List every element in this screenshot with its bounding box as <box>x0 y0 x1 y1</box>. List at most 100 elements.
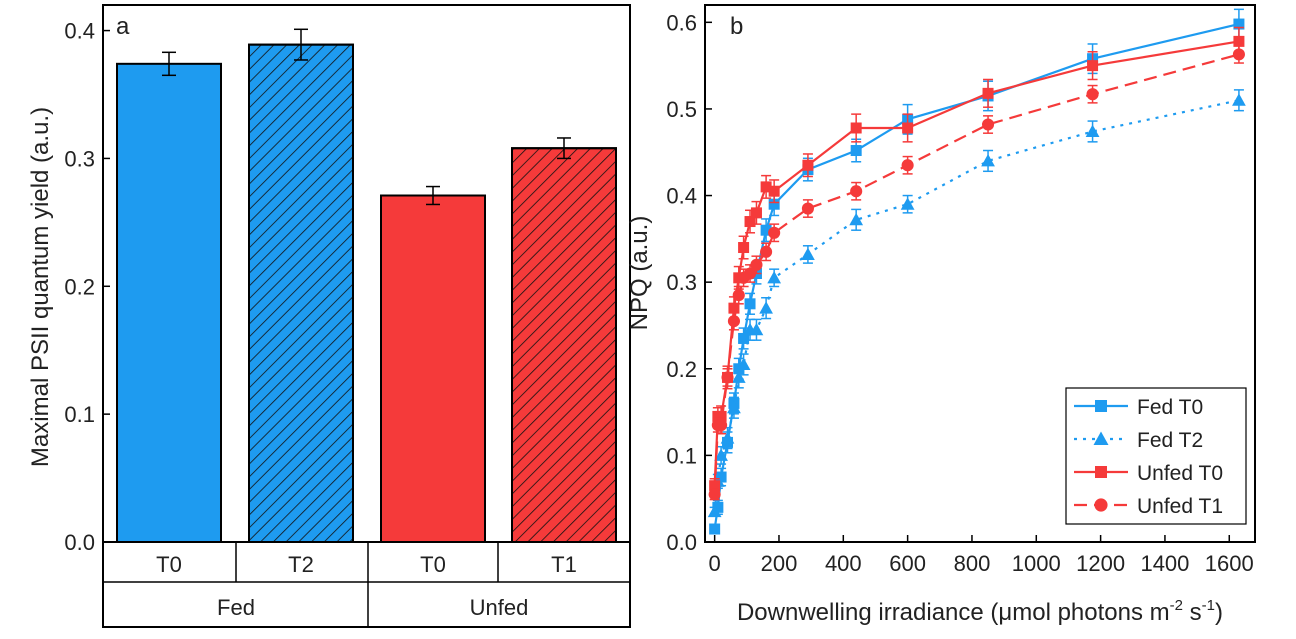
panel-a-bars <box>116 28 617 544</box>
panel-b-x-tick-label: 800 <box>954 551 991 576</box>
series-point <box>1085 124 1100 137</box>
category-label-1: T0 <box>156 552 182 577</box>
legend-items: Fed T0 Fed T2 Unfed T0 Unfed T1 <box>1074 396 1223 518</box>
panel-a-y-tick-label: 0.3 <box>64 146 95 171</box>
series-point <box>900 197 915 210</box>
series-point <box>850 185 863 198</box>
series-point <box>849 212 864 226</box>
panel-a-bar-chart: a Maximal PSII quantum yield (a.u.) 0.00… <box>27 4 631 628</box>
legend-marker <box>1093 431 1109 445</box>
panel-b-x-tick-label: 1400 <box>1140 551 1189 576</box>
panel-b-line-chart: b NPQ (a.u.) Downwelling irradiance (μmo… <box>626 4 1256 626</box>
series-unfed-t1 <box>708 44 1245 501</box>
series-point <box>768 198 780 210</box>
panel-a-y-tick-label: 0.1 <box>64 402 95 427</box>
panel-b-label: b <box>730 13 743 40</box>
series-point <box>714 448 728 461</box>
series-point <box>850 145 862 157</box>
series-point <box>1232 48 1245 61</box>
panel-b-x-axis-title: Downwelling irradiance (μmol photons m-2… <box>737 597 1223 626</box>
series-point <box>760 245 773 258</box>
panel-b-y-tick-label: 0.6 <box>666 10 697 35</box>
series-point <box>802 159 814 171</box>
series-point <box>760 224 772 236</box>
series-point <box>981 154 995 167</box>
series-point <box>750 207 762 219</box>
category-label-2: T2 <box>288 552 314 577</box>
category-label-4: T1 <box>551 552 577 577</box>
series-point <box>721 371 734 384</box>
panel-b-x-tick-label: 1000 <box>1012 551 1061 576</box>
group-label-fed: Fed <box>217 595 255 620</box>
legend-marker <box>1094 498 1108 512</box>
series-point <box>902 122 914 134</box>
bar-hatch-2 <box>248 43 354 544</box>
panel-b-plot-frame <box>704 4 1256 543</box>
panel-b-legend: Fed T0 Fed T2 Unfed T0 Unfed T1 <box>1065 387 1247 525</box>
series-point <box>768 226 781 239</box>
series-point <box>743 267 757 280</box>
panel-b-x-tick-label: 200 <box>761 551 798 576</box>
category-table-border <box>102 541 631 628</box>
series-point <box>801 202 814 215</box>
legend-label: Unfed T1 <box>1137 495 1223 518</box>
series-point <box>1233 18 1245 30</box>
panel-b-x-tick-label: 1600 <box>1205 551 1254 576</box>
series-fed-t2 <box>707 89 1246 518</box>
series-point <box>759 301 773 314</box>
panel-a-y-tick-label: 0.0 <box>64 530 95 555</box>
series-point <box>707 504 722 518</box>
series-point <box>750 258 763 271</box>
legend-label: Fed T2 <box>1137 429 1203 452</box>
panel-b-y-tick-label: 0.0 <box>666 530 697 555</box>
panel-b-y-tick-label: 0.3 <box>666 270 697 295</box>
series-point <box>709 523 721 535</box>
legend-label: Unfed T0 <box>1137 462 1223 485</box>
panel-b-y-tick-label: 0.2 <box>666 357 697 382</box>
series-line <box>713 99 1240 512</box>
legend-label: Fed T0 <box>1137 396 1203 419</box>
panel-b-x-tick-label: 1200 <box>1076 551 1125 576</box>
panel-a-y-axis-title: Maximal PSII quantum yield (a.u.) <box>27 107 54 467</box>
series-point <box>1087 60 1099 72</box>
panel-b-x-tick-label: 0 <box>709 551 721 576</box>
bar-hatch-4 <box>511 147 617 543</box>
panel-a-category-table: T0 T2 T0 T1 Fed Unfed <box>102 541 631 628</box>
series-point <box>738 332 750 344</box>
series-point <box>749 322 764 336</box>
panel-b-x-ticks: 0 200 400 600 800 1000 1200 1400 1600 <box>709 535 1254 576</box>
category-label-3: T0 <box>420 552 446 577</box>
series-point <box>744 298 756 310</box>
series-point <box>901 159 914 172</box>
series-point <box>731 370 746 383</box>
panel-a-label: a <box>116 13 130 40</box>
series-point <box>738 242 750 254</box>
panel-a-y-tick-label: 0.2 <box>64 274 95 299</box>
series-point <box>727 400 741 414</box>
series-point <box>981 118 995 131</box>
series-point <box>768 185 780 197</box>
series-point <box>1233 35 1245 47</box>
panel-b-y-ticks: 0.0 0.1 0.2 0.3 0.4 0.5 0.6 <box>666 10 712 555</box>
panel-b-y-tick-label: 0.5 <box>666 97 697 122</box>
series-point <box>736 357 751 370</box>
group-label-unfed: Unfed <box>470 595 529 620</box>
series-point <box>720 431 735 444</box>
series-point <box>728 302 740 314</box>
legend-marker <box>1095 466 1107 478</box>
series-point <box>850 122 862 134</box>
panel-b-x-tick-label: 600 <box>889 551 926 576</box>
series-point <box>801 247 815 260</box>
panel-b-series <box>707 8 1246 535</box>
series-point <box>767 270 782 284</box>
series-point <box>744 216 756 228</box>
panel-b-y-tick-label: 0.1 <box>666 443 697 468</box>
legend-marker <box>1095 400 1107 412</box>
bar-3 <box>380 194 486 543</box>
panel-a-y-ticks: 0.0 0.1 0.2 0.3 0.4 <box>64 19 110 555</box>
panel-a-y-tick-label: 0.4 <box>64 19 95 44</box>
series-point <box>1232 93 1246 106</box>
panel-b-x-tick-label: 400 <box>825 551 862 576</box>
series-point <box>727 315 740 328</box>
